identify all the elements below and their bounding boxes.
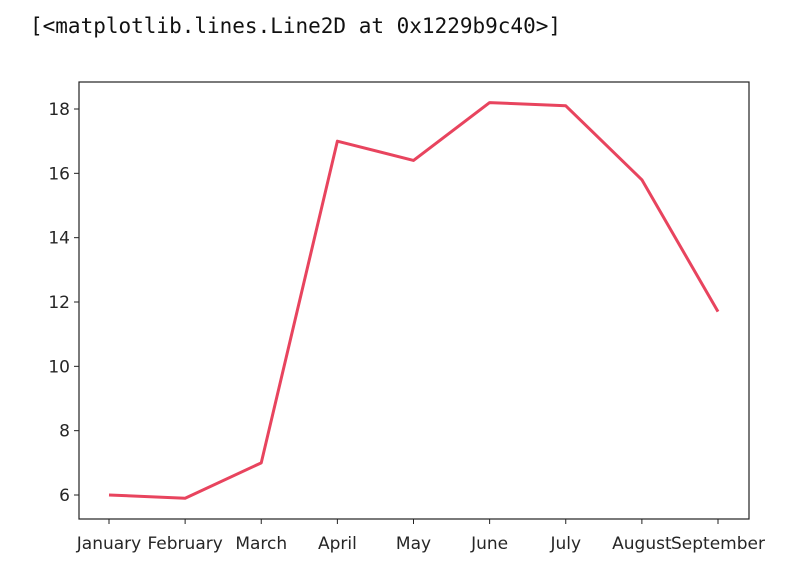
x-tick-label: April xyxy=(318,534,357,554)
y-tick-label: 10 xyxy=(48,357,70,377)
y-tick-label: 8 xyxy=(59,422,70,442)
series xyxy=(108,101,720,500)
x-tick-label: July xyxy=(549,534,581,554)
y-tick-label: 12 xyxy=(48,293,70,313)
x-tick-label: August xyxy=(612,534,672,554)
cell-output-text: [<matplotlib.lines.Line2D at 0x1229b9c40… xyxy=(30,14,562,38)
x-tick-label: February xyxy=(147,534,222,554)
y-tick-label: 16 xyxy=(48,164,70,184)
x-tick-label: March xyxy=(235,534,287,554)
x-axis: January February March April May June July Augu… xyxy=(76,519,765,554)
y-axis: 6 8 10 12 14 16 18 xyxy=(48,100,79,506)
x-tick-label: June xyxy=(470,534,508,554)
y-tick-label: 14 xyxy=(48,229,70,249)
x-tick-label: May xyxy=(396,534,431,554)
y-tick-label: 18 xyxy=(48,100,70,120)
x-tick-label: January xyxy=(76,534,141,554)
series-line xyxy=(108,101,720,500)
axes-frame xyxy=(78,81,750,520)
x-tick-label: September xyxy=(671,534,765,554)
y-tick-label: 6 xyxy=(59,486,70,506)
